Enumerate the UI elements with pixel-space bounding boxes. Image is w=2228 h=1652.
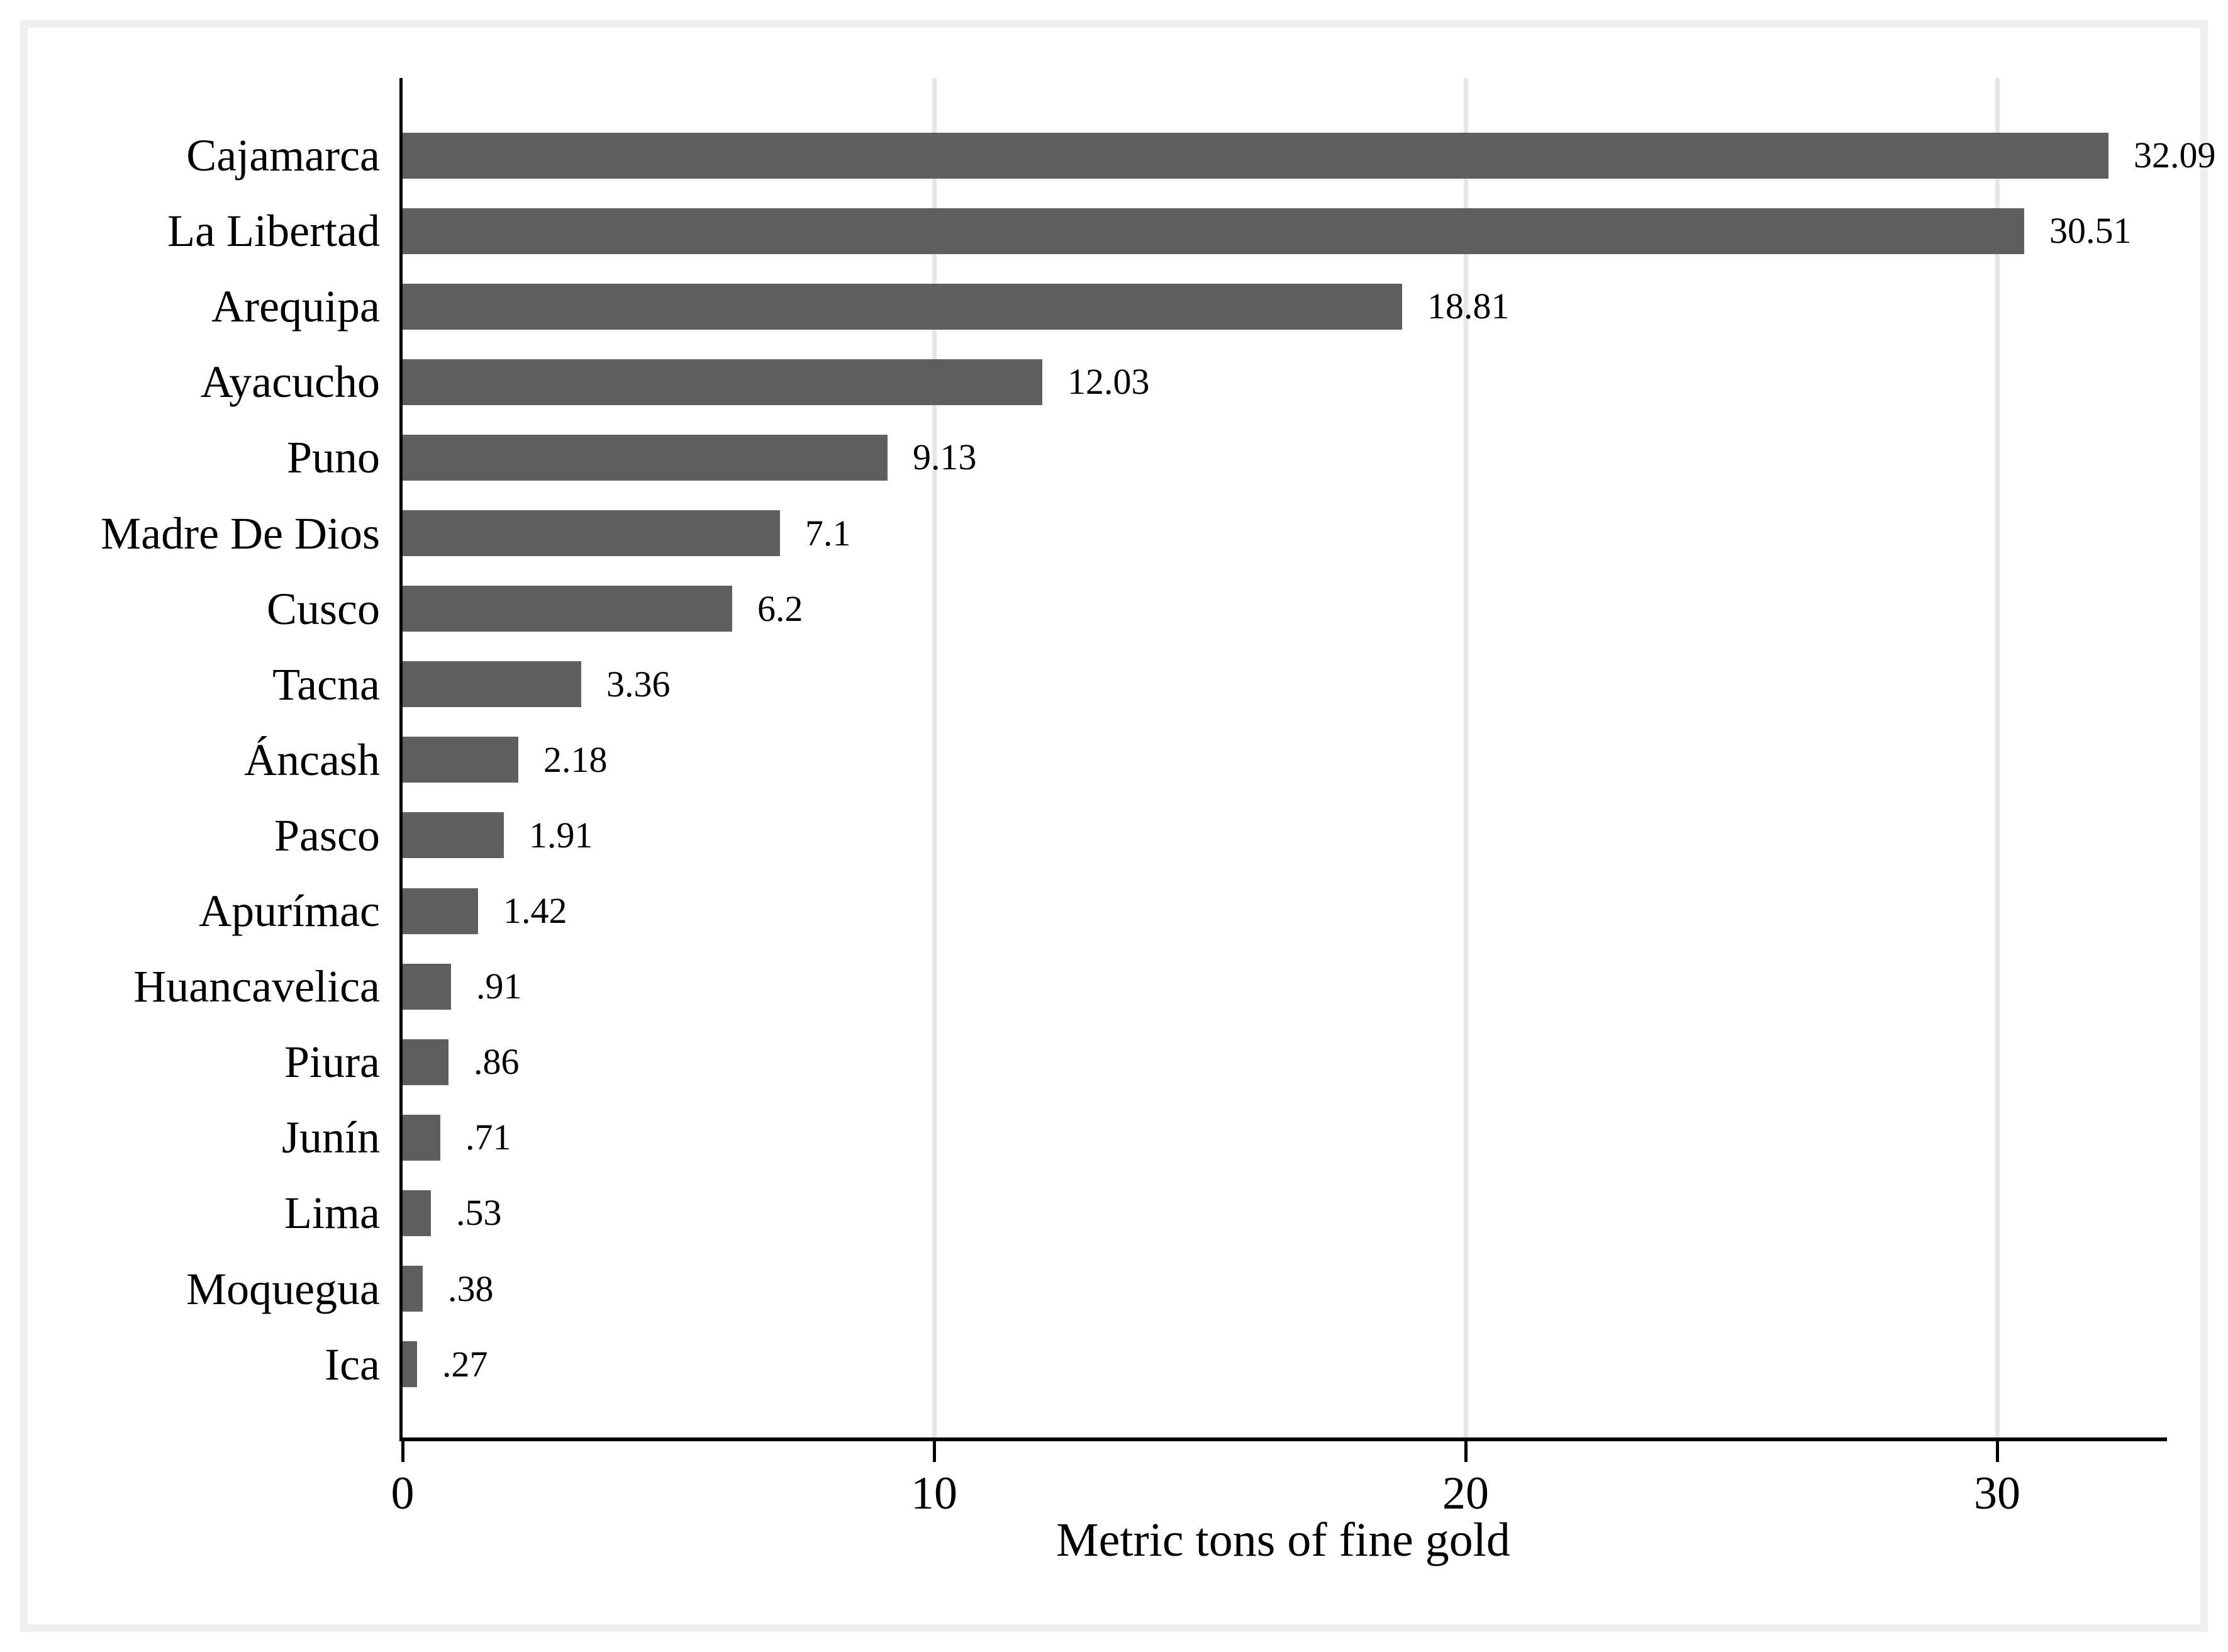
bar-puno <box>403 435 888 481</box>
bar-value-label: 32.09 <box>2134 135 2216 176</box>
bar-junín <box>403 1115 440 1161</box>
bar-madre-de-dios <box>403 510 780 556</box>
category-label: Arequipa <box>211 281 380 332</box>
bar-áncash <box>403 737 518 783</box>
bar-value-label: 6.2 <box>757 588 803 629</box>
bar-value-label: .53 <box>456 1192 502 1233</box>
y-axis-line <box>399 78 403 1441</box>
bar-value-label: 9.13 <box>913 437 977 477</box>
gridline-x-10 <box>932 78 937 1437</box>
category-label: Piura <box>284 1037 380 1087</box>
bar-value-label: .71 <box>465 1117 511 1158</box>
category-label: Cajamarca <box>186 130 380 181</box>
x-tick-label-30: 30 <box>1974 1468 2020 1519</box>
gridline-x-30 <box>1995 78 2000 1437</box>
bar-value-label: .27 <box>442 1344 488 1385</box>
x-tick-label-10: 10 <box>911 1468 957 1519</box>
category-label: Ayacucho <box>200 357 380 407</box>
category-label: Junín <box>281 1112 380 1163</box>
bar-la-libertad <box>403 208 2024 254</box>
category-label: Puno <box>286 432 380 483</box>
bar-ica <box>403 1341 417 1387</box>
bar-value-label: 18.81 <box>1427 286 1510 326</box>
bar-value-label: 1.42 <box>503 890 567 931</box>
category-label: Huancavelica <box>133 961 380 1012</box>
category-label: Apurímac <box>199 886 380 936</box>
bar-value-label: 12.03 <box>1067 361 1150 402</box>
bar-tacna <box>403 661 581 707</box>
x-tick-label-0: 0 <box>391 1468 415 1519</box>
category-label: Moquegua <box>186 1264 380 1314</box>
bar-moquegua <box>403 1266 423 1312</box>
category-label: Ica <box>325 1339 380 1390</box>
x-axis-title: Metric tons of fine gold <box>1056 1514 1510 1566</box>
category-label: Madre De Dios <box>101 508 380 559</box>
bar-cajamarca <box>403 133 2108 179</box>
bar-piura <box>403 1039 448 1085</box>
bar-value-label: .38 <box>448 1268 494 1309</box>
category-label: Pasco <box>274 810 380 861</box>
bar-value-label: 2.18 <box>543 739 608 780</box>
bar-value-label: 3.36 <box>606 664 671 705</box>
bar-arequipa <box>403 284 1402 330</box>
category-label: Lima <box>284 1188 380 1238</box>
bar-ayacucho <box>403 359 1042 405</box>
bar-lima <box>403 1190 431 1236</box>
category-label: La Libertad <box>167 206 380 256</box>
x-tick-label-20: 20 <box>1442 1468 1489 1519</box>
bar-value-label: 1.91 <box>529 815 593 856</box>
gridline-x-20 <box>1463 78 1468 1437</box>
x-tick-0 <box>401 1441 404 1462</box>
x-tick-20 <box>1464 1441 1468 1462</box>
bar-pasco <box>403 812 504 858</box>
bar-apurímac <box>403 888 478 934</box>
bar-value-label: 7.1 <box>805 513 851 554</box>
bar-cusco <box>403 586 732 632</box>
x-tick-10 <box>932 1441 936 1462</box>
bar-value-label: 30.51 <box>2049 210 2132 251</box>
category-label: Áncash <box>244 735 380 785</box>
category-label: Cusco <box>267 584 380 634</box>
bar-value-label: .86 <box>474 1041 520 1082</box>
bar-huancavelica <box>403 964 451 1010</box>
category-label: Tacna <box>272 659 380 710</box>
x-tick-30 <box>1995 1441 1999 1462</box>
bar-value-label: .91 <box>476 966 522 1007</box>
x-axis-line <box>399 1437 2167 1441</box>
